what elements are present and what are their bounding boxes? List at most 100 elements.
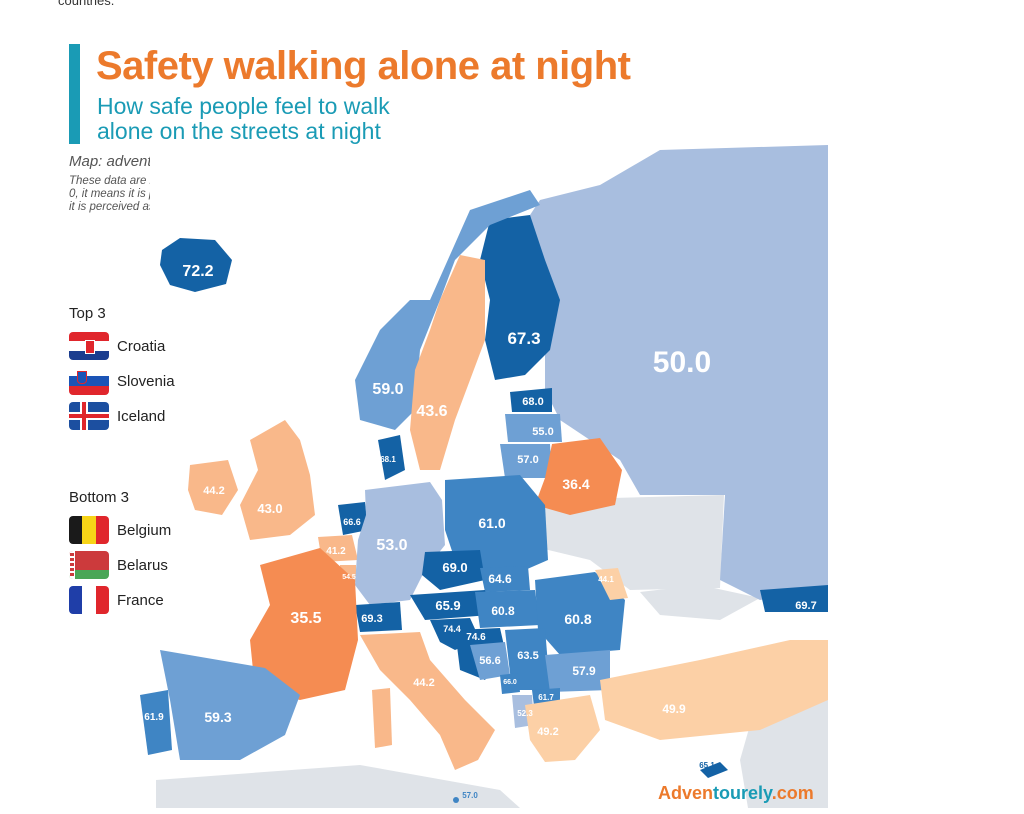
top-item-label: Croatia [117,337,166,355]
bottom-item-france: France [69,586,164,614]
lithuania-shape [500,444,552,478]
top-item-croatia: Croatia [69,332,165,360]
label-netherlands: 66.6 [343,517,361,527]
russia-shape [520,145,828,600]
top-item-label: Slovenia [117,372,175,390]
label-estonia: 68.0 [522,396,543,408]
label-iceland: 72.2 [182,263,213,280]
belgium-shape [318,535,358,562]
belgium-flag-icon [69,516,109,544]
bottom-item-label: Belgium [117,521,172,539]
brand-part-3: .com [771,783,814,803]
label-bulgaria: 57.9 [572,664,596,678]
malta-shape [453,797,459,803]
belarus-shape [535,438,622,515]
switzerland-shape [355,602,402,632]
label-czechia: 69.0 [442,560,467,575]
spain-shape [160,650,300,760]
turkey-shape [600,640,828,740]
label-latvia: 55.0 [532,426,553,438]
finland-shape [480,215,560,380]
label-luxembourg: 54.5 [342,574,356,581]
label-poland: 61.0 [478,515,505,531]
label-hungary: 60.8 [491,604,515,618]
label-georgia: 69.7 [795,600,816,612]
top-item-slovenia: Slovenia [69,367,175,395]
bosnia-shape [470,642,510,680]
belarus-flag-icon [69,551,109,579]
label-greece: 49.2 [537,726,558,738]
label-albania: 52.3 [517,709,533,718]
bottom-item-belgium: Belgium [69,516,171,544]
label-croatia: 74.6 [466,632,486,643]
romania-shape [535,572,625,655]
bottom-item-label: Belarus [117,556,168,574]
top-item-iceland: Iceland [69,402,165,430]
label-italy: 44.2 [413,677,434,689]
label-sweden: 43.6 [416,403,447,420]
north-africa-region [156,765,520,808]
label-portugal: 61.9 [144,712,164,723]
bottom-item-label: France [117,591,164,609]
label-finland: 67.3 [507,329,540,348]
estonia-shape [510,388,552,412]
label-north-macedonia: 61.7 [538,693,554,702]
latvia-shape [505,414,562,442]
title-accent-bar [69,44,80,144]
label-slovenia: 74.4 [443,624,461,634]
label-romania: 60.8 [564,611,591,627]
label-russia: 50.0 [653,346,711,379]
label-switzerland: 69.3 [361,613,382,625]
norway-shape [355,190,540,430]
bottom-item-belarus: Belarus [69,551,168,579]
denmark-shape [378,435,405,480]
brand-part-1: Adven [658,783,714,803]
moldova-shape [595,568,628,600]
bottom-3-title: Bottom 3 [69,489,130,506]
label-germany: 53.0 [376,537,407,554]
iceland-shape [160,238,232,292]
top-3-title: Top 3 [69,305,106,322]
map-title: Safety walking alone at night [96,44,631,88]
label-montenegro: 66.0 [503,679,517,686]
brand-logo: Adventourely.com [658,783,814,804]
label-turkey: 49.9 [662,702,686,716]
label-spain: 59.3 [204,709,231,725]
label-austria: 65.9 [435,598,460,613]
croatia-flag-icon [69,332,109,360]
top-item-label: Iceland [117,407,166,425]
czechia-shape [422,550,485,590]
france-flag-icon [69,586,109,614]
brand-part-2: tourely [713,783,772,803]
portugal-shape [140,690,172,755]
label-denmark: 68.1 [380,455,396,464]
montenegro-shape [500,673,520,694]
austria-shape [410,590,490,620]
top-snippet-text: countries. [58,0,115,8]
label-france: 35.5 [290,610,321,627]
italy-shape [360,632,495,770]
netherlands-shape [338,502,368,535]
sardinia-shape [372,688,392,748]
label-bosnia: 56.6 [479,655,500,667]
label-uk: 43.0 [257,501,282,516]
bulgaria-shape [545,650,610,692]
slovenia-flag-icon [69,367,109,395]
greece-shape [525,695,600,762]
iceland-flag-icon [69,402,109,430]
slovakia-shape [480,566,530,592]
label-malta: 57.0 [462,791,478,800]
label-belarus: 36.4 [562,476,589,492]
poland-shape [445,475,548,570]
uk-shape [240,420,315,540]
label-moldova: 44.1 [598,575,614,584]
label-lithuania: 57.0 [517,454,538,466]
label-slovakia: 64.6 [488,572,512,586]
ukraine-region [536,495,724,590]
label-norway: 59.0 [372,381,403,398]
map-subtitle: How safe people feel to walk alone on th… [97,93,390,144]
label-serbia: 63.5 [517,650,538,662]
label-cyprus: 65.1 [699,761,715,770]
hungary-shape [475,590,540,628]
